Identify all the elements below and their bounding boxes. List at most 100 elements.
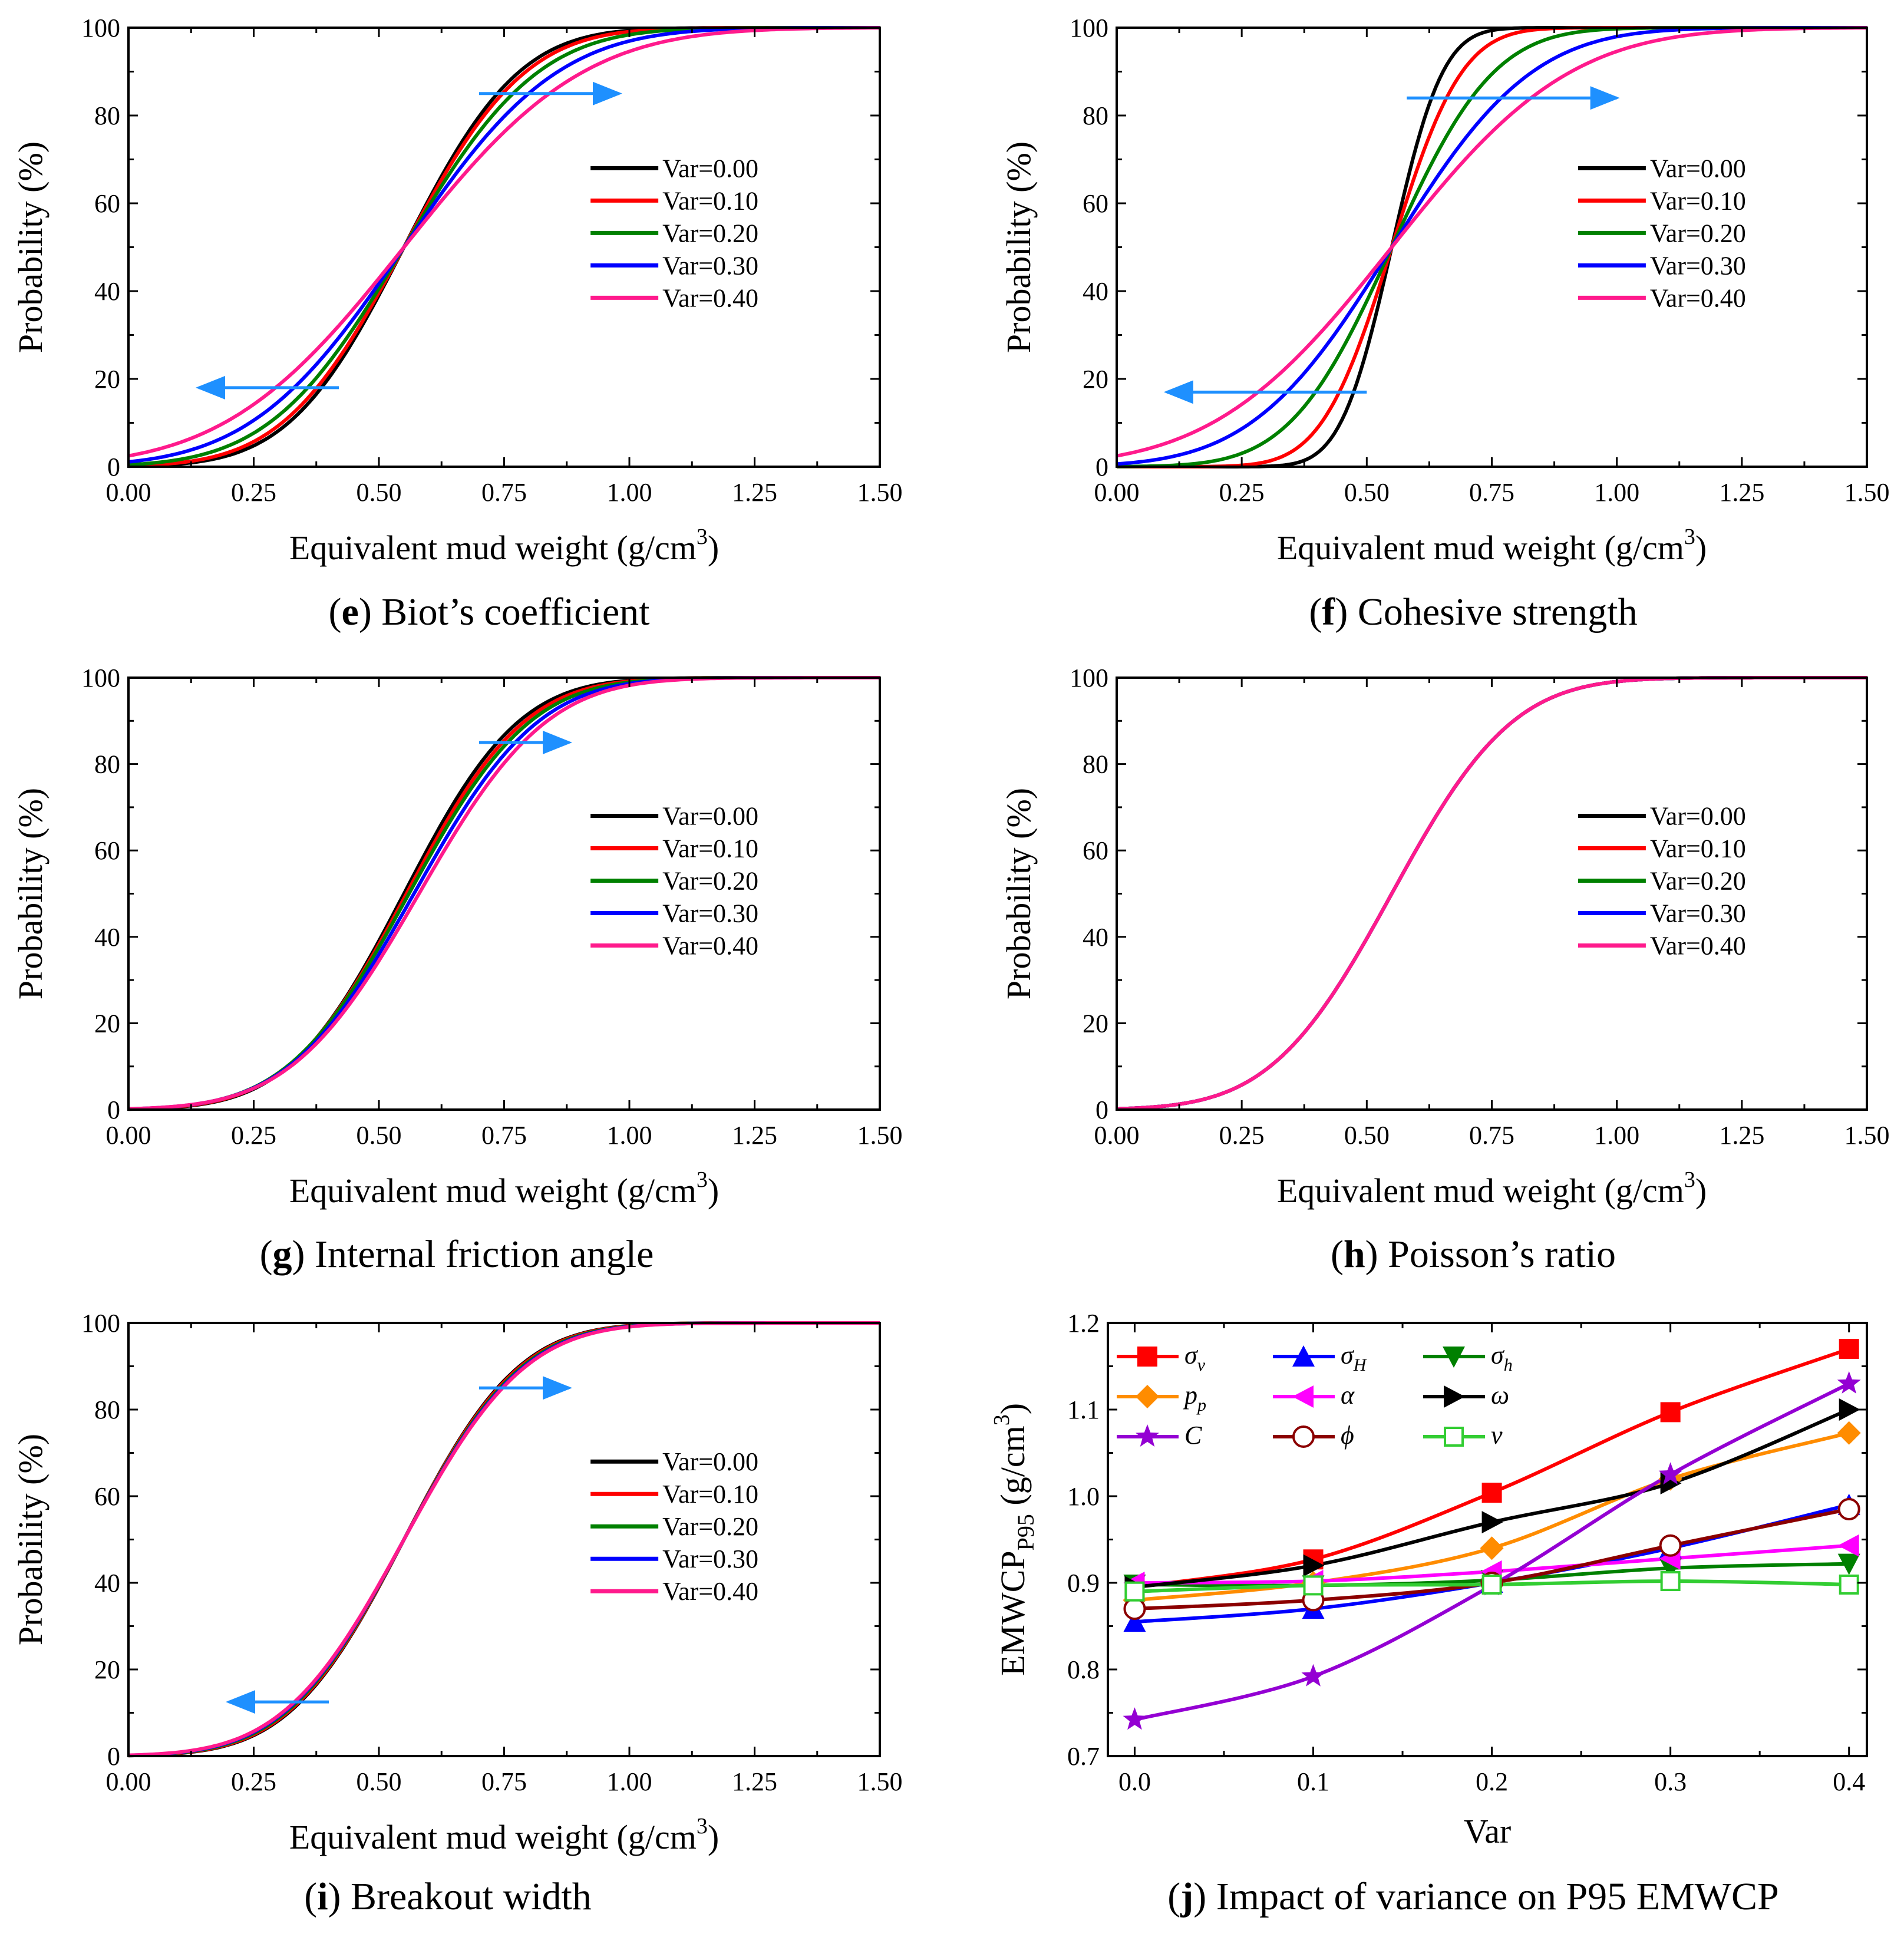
panel-i: 0.00 0.25 0.50 0.75 1.00 1.25 1.50 0 20 40 60 80 100… xyxy=(11,1309,903,1918)
panel-f-series-line-2 xyxy=(1116,26,1867,468)
panel-i-caption: (i) Breakout width xyxy=(304,1875,592,1918)
panel-h-y-tick-label: 40 xyxy=(1083,923,1108,952)
panel-j-point-4-4 xyxy=(1837,1534,1859,1557)
panel-f-legend-label-1: Var=0.10 xyxy=(1650,186,1746,215)
panel-i-caption-close: ) xyxy=(328,1875,341,1918)
panel-j-y-axis-label: EMWCPP95 (g/cm3) xyxy=(989,1403,1039,1676)
panel-i-legend-label-4: Var=0.40 xyxy=(662,1577,758,1606)
panel-j-legend-label-main-4: α xyxy=(1341,1381,1355,1410)
panel-i-x-axis-label-sup: 3 xyxy=(697,1814,708,1839)
panel-g-y-tick-label: 80 xyxy=(94,750,120,779)
panel-g-caption-text: Internal friction angle xyxy=(305,1233,654,1276)
panel-e-legend-label-0: Var=0.00 xyxy=(662,154,758,183)
panel-j-x-tick-label: 0.1 xyxy=(1297,1767,1329,1796)
panel-f-y-tick-label: 40 xyxy=(1083,277,1108,306)
panel-g-x-tick-label: 1.00 xyxy=(607,1121,652,1150)
panel-e-y-tick-label: 40 xyxy=(94,277,120,306)
panel-e-x-tick-label: 1.50 xyxy=(857,478,903,507)
panel-j: 0.0 0.1 0.2 0.3 0.40.70.80.91.01.11.2σv σH σhp… xyxy=(989,1309,1868,1918)
panel-e-legend-label-1: Var=0.10 xyxy=(662,186,758,215)
panel-f-caption-letter: f xyxy=(1322,590,1335,633)
panel-h-x-tick-label: 0.75 xyxy=(1469,1121,1514,1150)
panel-g-legend-label-2: Var=0.20 xyxy=(662,867,758,896)
panel-e-y-tick-label: 20 xyxy=(94,365,120,394)
panel-f-y-tick-label: 0 xyxy=(1095,453,1108,481)
panel-i-caption-open: ( xyxy=(304,1875,317,1918)
panel-g-legend-label-4: Var=0.40 xyxy=(662,932,758,961)
panel-j-y-tick-label: 0.9 xyxy=(1067,1569,1100,1598)
panel-j-y-axis-label-sub: P95 xyxy=(1012,1514,1039,1550)
panel-h: 0.00 0.25 0.50 0.75 1.00 1.25 1.50 0 20 40 60 80 100… xyxy=(999,664,1890,1276)
panel-j-point-6-4 xyxy=(1837,1371,1861,1394)
panel-j-legend-label-main-2: σ xyxy=(1491,1341,1505,1370)
panel-j-caption-text: Impact of variance on P95 EMWCP xyxy=(1206,1875,1778,1918)
panel-j-point-7-4 xyxy=(1837,1498,1860,1521)
panel-i-caption-letter: i xyxy=(317,1875,328,1918)
panel-i-x-axis-label-main: Equivalent mud weight (g/cm xyxy=(289,1818,697,1856)
panel-j-legend-label-sub-1: H xyxy=(1353,1355,1368,1375)
panel-j-legend-label-main-6: C xyxy=(1184,1421,1202,1450)
panel-e-y-tick-label: 60 xyxy=(94,189,120,218)
panel-j-point-0-4 xyxy=(1839,1339,1859,1359)
panel-h-x-tick-label: 0.00 xyxy=(1094,1121,1140,1150)
panel-h-caption-text: Poisson’s ratio xyxy=(1378,1233,1616,1276)
panel-e-x-tick-label: 1.00 xyxy=(607,478,652,507)
panel-i-x-tick-label: 0.75 xyxy=(481,1767,527,1796)
panel-f-x-axis-label-sup: 3 xyxy=(1684,524,1695,549)
panel-j-point-5-4 xyxy=(1839,1398,1860,1421)
panel-i-x-tick-label: 1.25 xyxy=(732,1767,777,1796)
panel-i-y-tick-label: 20 xyxy=(94,1655,120,1684)
panel-i-y-tick-label: 80 xyxy=(94,1395,120,1424)
panel-j-x-tick-label: 0.0 xyxy=(1118,1767,1151,1796)
panel-e-y-axis-label: Probability (%) xyxy=(11,141,50,353)
panel-i-legend-label-0: Var=0.00 xyxy=(662,1447,758,1476)
panel-f-y-tick-label: 80 xyxy=(1083,101,1108,130)
panel-j-plot-frame xyxy=(1107,1322,1868,1757)
panel-g-legend-label-1: Var=0.10 xyxy=(662,834,758,863)
panel-e-y-tick-label: 80 xyxy=(94,101,120,130)
panel-f-x-tick-label: 0.25 xyxy=(1219,478,1265,507)
panel-f-y-tick-label: 60 xyxy=(1083,189,1108,218)
panel-j-legend-label-6: C xyxy=(1184,1421,1202,1450)
panel-e-caption-close: ) xyxy=(359,590,372,633)
panel-e-y-tick-label: 100 xyxy=(81,14,120,42)
panel-i-y-axis-label: Probability (%) xyxy=(11,1434,50,1645)
panel-g-y-tick-label: 60 xyxy=(94,836,120,865)
panel-e-legend-label-4: Var=0.40 xyxy=(662,283,758,312)
panel-e-legend-label-2: Var=0.20 xyxy=(662,219,758,248)
panel-i-x-tick-label: 1.00 xyxy=(607,1767,652,1796)
panel-j-point-8-1 xyxy=(1303,1575,1324,1596)
panel-g-x-tick-label: 1.50 xyxy=(857,1121,903,1150)
panel-f-legend-label-2: Var=0.20 xyxy=(1650,219,1746,248)
panel-h-x-axis-label: Equivalent mud weight (g/cm3) xyxy=(1277,1167,1707,1210)
panel-g-y-tick-label: 100 xyxy=(81,664,120,692)
panel-j-y-axis-label-end: ) xyxy=(994,1403,1032,1414)
panel-i-x-tick-label: 0.50 xyxy=(357,1767,402,1796)
panel-j-legend-label-sub-2: h xyxy=(1504,1355,1513,1375)
panel-h-y-tick-label: 100 xyxy=(1070,664,1108,692)
panel-f-x-axis-label-end: ) xyxy=(1695,529,1707,567)
panel-j-y-tick-label: 1.1 xyxy=(1067,1395,1100,1424)
panel-j-point-6-3 xyxy=(1658,1462,1682,1485)
panel-h-x-axis-label-sup: 3 xyxy=(1684,1167,1695,1192)
panel-f-legend-label-4: Var=0.40 xyxy=(1650,283,1746,312)
panel-g-x-tick-label: 0.00 xyxy=(106,1121,151,1150)
panel-f-plot-frame xyxy=(1116,27,1868,468)
panel-j-legend-label-3: pp xyxy=(1183,1381,1206,1415)
panel-j-point-0-3 xyxy=(1660,1402,1681,1423)
panel-j-legend-label-main-5: ω xyxy=(1491,1381,1509,1410)
panel-j-caption: (j) Impact of variance on P95 EMWCP xyxy=(1167,1875,1778,1918)
panel-h-legend-label-1: Var=0.10 xyxy=(1650,834,1746,863)
panel-g-y-tick-label: 40 xyxy=(94,923,120,952)
panel-j-legend-marker-7 xyxy=(1292,1425,1315,1448)
panel-j-x-tick-label: 0.2 xyxy=(1476,1767,1508,1796)
panel-g-y-tick-label: 0 xyxy=(107,1095,120,1124)
panel-f-caption-text: Cohesive strength xyxy=(1348,590,1637,633)
panel-j-y-tick-label: 0.7 xyxy=(1067,1742,1100,1771)
panel-e-legend-label-3: Var=0.30 xyxy=(662,251,758,280)
panel-h-series-line-4 xyxy=(1116,676,1867,1111)
panel-f-series-line-3 xyxy=(1116,26,1867,466)
panel-j-point-6-0 xyxy=(1123,1707,1147,1730)
panel-e-x-tick-label: 1.25 xyxy=(732,478,777,507)
